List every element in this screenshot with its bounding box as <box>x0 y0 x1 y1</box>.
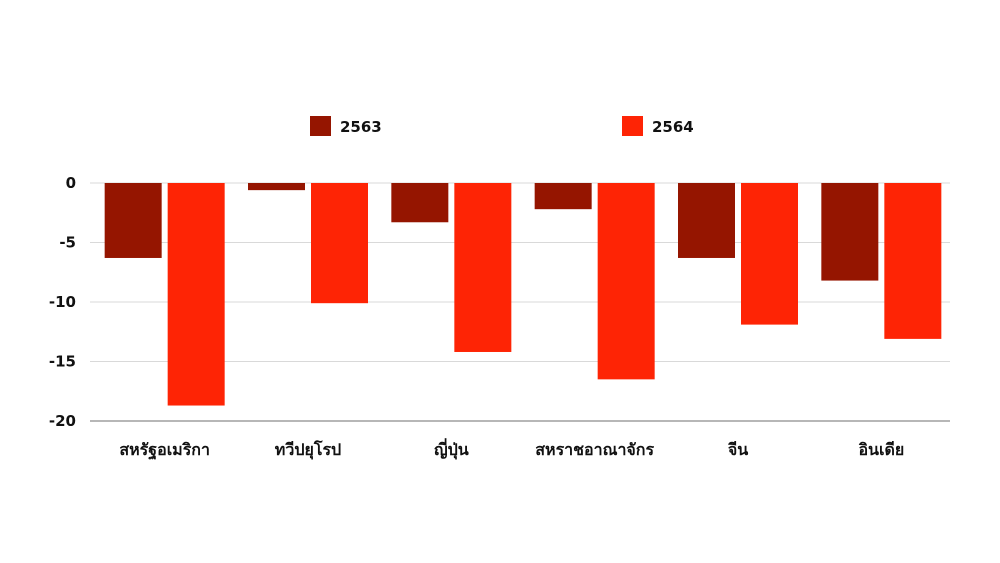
y-tick-label: -20 <box>49 412 76 430</box>
bar-2563-2 <box>248 183 305 191</box>
bar-2564-4 <box>597 183 655 380</box>
bar-2563-1 <box>104 183 162 258</box>
gridlines <box>90 182 950 422</box>
bar-2564-6 <box>884 183 942 339</box>
category-label: สหราชอาณาจักร <box>535 440 654 459</box>
legend-label-2563: 2563 <box>340 118 382 136</box>
bar-2564-5 <box>741 183 798 325</box>
bar-2564-3 <box>454 183 512 352</box>
y-tick-label: 0 <box>66 174 76 192</box>
bar-2563-3 <box>391 183 449 223</box>
category-label: อินเดีย <box>858 440 904 459</box>
category-label: สหรัฐอเมริกา <box>119 440 210 460</box>
category-label: จีน <box>727 440 748 459</box>
y-tick-label: -10 <box>49 293 76 311</box>
legend-swatch-2563 <box>310 116 331 136</box>
y-tick-label: -15 <box>49 353 76 371</box>
bar-2563-6 <box>821 183 879 281</box>
bars <box>104 183 942 406</box>
legend: 2563 2564 <box>310 116 694 136</box>
bar-2563-4 <box>534 183 592 210</box>
bar-2564-2 <box>311 183 368 304</box>
category-label: ญี่ปุ่น <box>434 438 469 460</box>
y-tick-label: -5 <box>59 234 76 252</box>
bar-2564-1 <box>167 183 225 406</box>
bar-2563-5 <box>678 183 735 258</box>
legend-label-2564: 2564 <box>652 118 694 136</box>
category-label: ทวีปยุโรป <box>275 439 341 460</box>
legend-swatch-2564 <box>622 116 643 136</box>
y-axis-ticks: 0 -5 -10 -15 -20 <box>49 174 76 430</box>
x-axis-categories: สหรัฐอเมริกา ทวีปยุโรป ญี่ปุ่น สหราชอาณาจัก… <box>119 438 904 460</box>
